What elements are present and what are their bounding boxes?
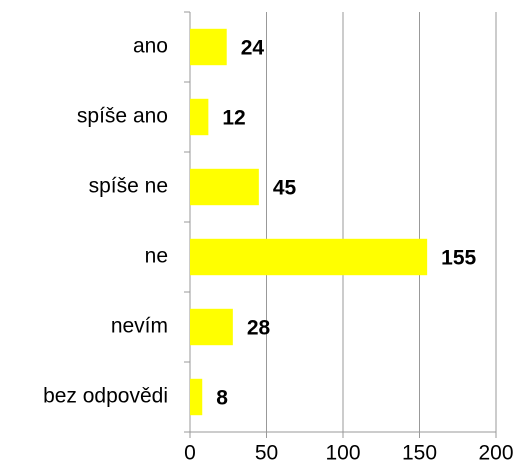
value-label: 155 <box>441 247 476 270</box>
y-tick-label: bez odpovědi <box>43 385 168 408</box>
bar <box>190 378 203 416</box>
value-label: 8 <box>216 387 228 410</box>
bar <box>190 168 259 206</box>
bar <box>190 308 233 346</box>
x-tick-label: 0 <box>184 442 196 465</box>
x-tick-label: 50 <box>255 442 278 465</box>
bar <box>190 98 209 136</box>
y-tick-label: spíše ne <box>89 175 168 198</box>
value-label: 12 <box>222 107 245 130</box>
bar <box>190 28 227 66</box>
y-tick-label: ne <box>145 245 168 268</box>
value-label: 45 <box>273 177 297 200</box>
y-tick-label: nevím <box>111 315 168 338</box>
y-tick-label: spíše ano <box>77 105 168 128</box>
x-tick-label: 200 <box>478 442 513 465</box>
x-tick-label: 100 <box>325 442 360 465</box>
bar <box>190 238 428 276</box>
y-tick-label: ano <box>133 35 168 58</box>
value-label: 28 <box>247 317 271 340</box>
value-label: 24 <box>241 37 265 60</box>
x-tick-label: 150 <box>402 442 437 465</box>
